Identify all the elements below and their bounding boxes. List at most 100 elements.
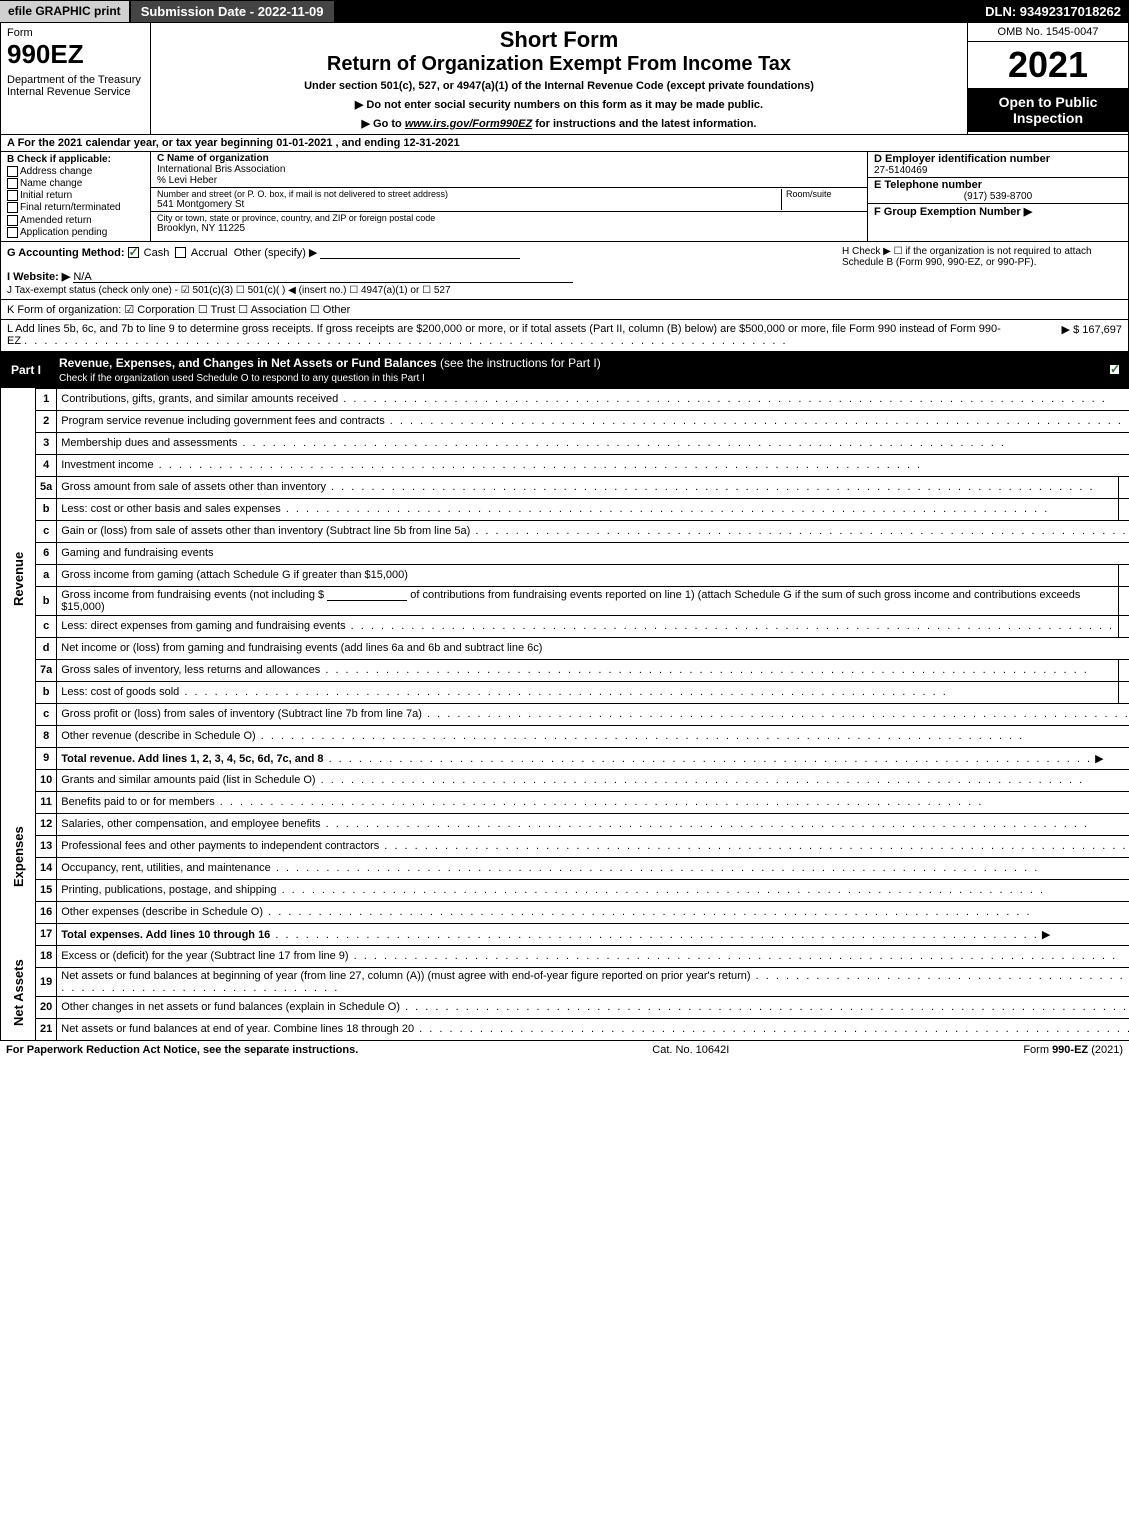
line-6b-blank[interactable]: [327, 589, 407, 601]
line-8-desc: Other revenue (describe in Schedule O): [61, 730, 255, 742]
line-6a-desc: Gross income from gaming (attach Schedul…: [61, 569, 408, 581]
form-header: Form 990EZ Department of the Treasury In…: [0, 22, 1129, 135]
line-3-desc: Membership dues and assessments: [61, 437, 237, 449]
sections-g-to-l: G Accounting Method: Cash Accrual Other …: [0, 242, 1129, 352]
top-bar: efile GRAPHIC print Submission Date - 20…: [0, 0, 1129, 22]
check-amended-return[interactable]: Amended return: [7, 215, 144, 226]
i-website-label: I Website: ▶: [7, 271, 70, 283]
line-2-desc: Program service revenue including govern…: [61, 415, 384, 427]
line-15-desc: Printing, publications, postage, and shi…: [61, 884, 276, 896]
form-word: Form: [7, 27, 144, 39]
submission-date: Submission Date - 2022-11-09: [131, 1, 334, 22]
line-20-desc: Other changes in net assets or fund bala…: [61, 1001, 400, 1013]
city-state-zip: Brooklyn, NY 11225: [157, 223, 861, 234]
line-7a-desc: Gross sales of inventory, less returns a…: [61, 664, 320, 676]
line-13-desc: Professional fees and other payments to …: [61, 840, 379, 852]
room-suite-label: Room/suite: [786, 189, 861, 199]
l-gross-receipts-amount: ▶ $ 167,697: [1002, 323, 1122, 347]
department-label: Department of the Treasury Internal Reve…: [7, 74, 144, 98]
line-17-desc: Total expenses. Add lines 10 through 16: [61, 929, 270, 941]
section-a-tax-year: A For the 2021 calendar year, or tax yea…: [0, 135, 1129, 152]
street-address: 541 Montgomery St: [157, 199, 781, 210]
form-number: 990EZ: [7, 39, 144, 70]
section-b-checkboxes: B Check if applicable: Address change Na…: [1, 152, 151, 241]
form-title-1: Short Form: [159, 27, 959, 53]
form-title-2: Return of Organization Exempt From Incom…: [159, 53, 959, 76]
form-ref: Form 990-EZ (2021): [1023, 1044, 1123, 1056]
j-tax-exempt-status: J Tax-exempt status (check only one) - ☑…: [7, 285, 1122, 296]
catalog-number: Cat. No. 10642I: [652, 1044, 729, 1056]
line-19-desc: Net assets or fund balances at beginning…: [61, 970, 750, 982]
org-name-label: C Name of organization: [157, 153, 861, 164]
dln-label: DLN: 93492317018262: [985, 4, 1129, 19]
phone-value: (917) 539-8700: [874, 191, 1122, 202]
line-6b-desc1: Gross income from fundraising events (no…: [61, 589, 324, 601]
g-accrual-checkbox[interactable]: [175, 247, 186, 258]
line-6c-desc: Less: direct expenses from gaming and fu…: [61, 620, 345, 632]
public-inspection-badge: Open to Public Inspection: [968, 88, 1128, 132]
part-1-lines-table: Revenue 1 Contributions, gifts, grants, a…: [0, 388, 1129, 1041]
check-final-return[interactable]: Final return/terminated: [7, 202, 144, 213]
line-5a-desc: Gross amount from sale of assets other t…: [61, 481, 326, 493]
line-6-desc: Gaming and fundraising events: [57, 542, 1129, 564]
ein-value: 27-5140469: [874, 165, 1122, 176]
line-7b-desc: Less: cost of goods sold: [61, 686, 179, 698]
line-9-desc: Total revenue. Add lines 1, 2, 3, 4, 5c,…: [61, 753, 323, 765]
g-label: G Accounting Method:: [7, 247, 125, 259]
care-of: % Levi Heber: [157, 175, 861, 186]
line-14-desc: Occupancy, rent, utilities, and maintena…: [61, 862, 271, 874]
line-7c-desc: Gross profit or (loss) from sales of inv…: [61, 708, 422, 720]
phone-label: E Telephone number: [874, 179, 1122, 191]
section-b-label: B Check if applicable:: [7, 154, 144, 165]
line-11-desc: Benefits paid to or for members: [61, 796, 214, 808]
line-1-desc: Contributions, gifts, grants, and simila…: [61, 393, 338, 405]
line-10-desc: Grants and similar amounts paid (list in…: [61, 774, 315, 786]
note2-post: for instructions and the latest informat…: [532, 118, 756, 130]
check-name-change[interactable]: Name change: [7, 178, 144, 189]
part-1-schedule-o-checkbox[interactable]: [1109, 364, 1120, 375]
net-assets-sidelabel: Net Assets: [1, 945, 36, 1040]
h-schedule-b-note: H Check ▶ ☐ if the organization is not r…: [842, 246, 1122, 268]
i-website-value: N/A: [73, 271, 573, 283]
k-form-of-organization: K Form of organization: ☑ Corporation ☐ …: [7, 303, 1122, 316]
expenses-sidelabel: Expenses: [1, 769, 36, 945]
tax-year: 2021: [968, 42, 1128, 88]
check-initial-return[interactable]: Initial return: [7, 190, 144, 201]
l-gross-receipts-text: L Add lines 5b, 6c, and 7b to line 9 to …: [7, 323, 1002, 347]
page-footer: For Paperwork Reduction Act Notice, see …: [0, 1041, 1129, 1059]
g-accrual-label: Accrual: [191, 247, 228, 259]
org-info-block: B Check if applicable: Address change Na…: [0, 152, 1129, 242]
g-cash-label: Cash: [144, 247, 170, 259]
section-c-org-name-address: C Name of organization International Bri…: [151, 152, 868, 241]
part-1-label: Part I: [1, 360, 51, 380]
org-name: International Bris Association: [157, 164, 861, 175]
irs-link-line: ▶ Go to www.irs.gov/Form990EZ for instru…: [159, 117, 959, 130]
line-4-desc: Investment income: [61, 459, 153, 471]
line-5c-desc: Gain or (loss) from sale of assets other…: [61, 525, 470, 537]
section-d-e-f: D Employer identification number 27-5140…: [868, 152, 1128, 241]
g-other-label: Other (specify) ▶: [234, 247, 318, 259]
omb-number: OMB No. 1545-0047: [968, 23, 1128, 42]
line-6d-desc: Net income or (loss) from gaming and fun…: [61, 642, 542, 654]
irs-link[interactable]: www.irs.gov/Form990EZ: [405, 118, 532, 130]
line-16-desc: Other expenses (describe in Schedule O): [61, 906, 263, 918]
g-cash-checkbox[interactable]: [128, 247, 139, 258]
g-other-input[interactable]: [320, 247, 520, 259]
line-5b-desc: Less: cost or other basis and sales expe…: [61, 503, 281, 515]
part-1-header: Part I Revenue, Expenses, and Changes in…: [0, 352, 1129, 388]
check-application-pending[interactable]: Application pending: [7, 227, 144, 238]
part-1-title: Revenue, Expenses, and Changes in Net As…: [51, 353, 609, 387]
line-12-desc: Salaries, other compensation, and employ…: [61, 818, 320, 830]
paperwork-notice: For Paperwork Reduction Act Notice, see …: [6, 1044, 358, 1056]
line-21-desc: Net assets or fund balances at end of ye…: [61, 1023, 414, 1035]
line-1-num: 1: [36, 388, 57, 410]
efile-print-button[interactable]: efile GRAPHIC print: [0, 1, 131, 22]
form-subtitle: Under section 501(c), 527, or 4947(a)(1)…: [159, 80, 959, 92]
group-exemption-label: F Group Exemption Number ▶: [874, 205, 1122, 218]
check-address-change[interactable]: Address change: [7, 166, 144, 177]
city-label: City or town, state or province, country…: [157, 213, 861, 223]
ein-label: D Employer identification number: [874, 153, 1122, 165]
revenue-sidelabel: Revenue: [1, 388, 36, 769]
note2-pre: ▶ Go to: [362, 118, 405, 130]
line-18-desc: Excess or (deficit) for the year (Subtra…: [61, 950, 348, 962]
